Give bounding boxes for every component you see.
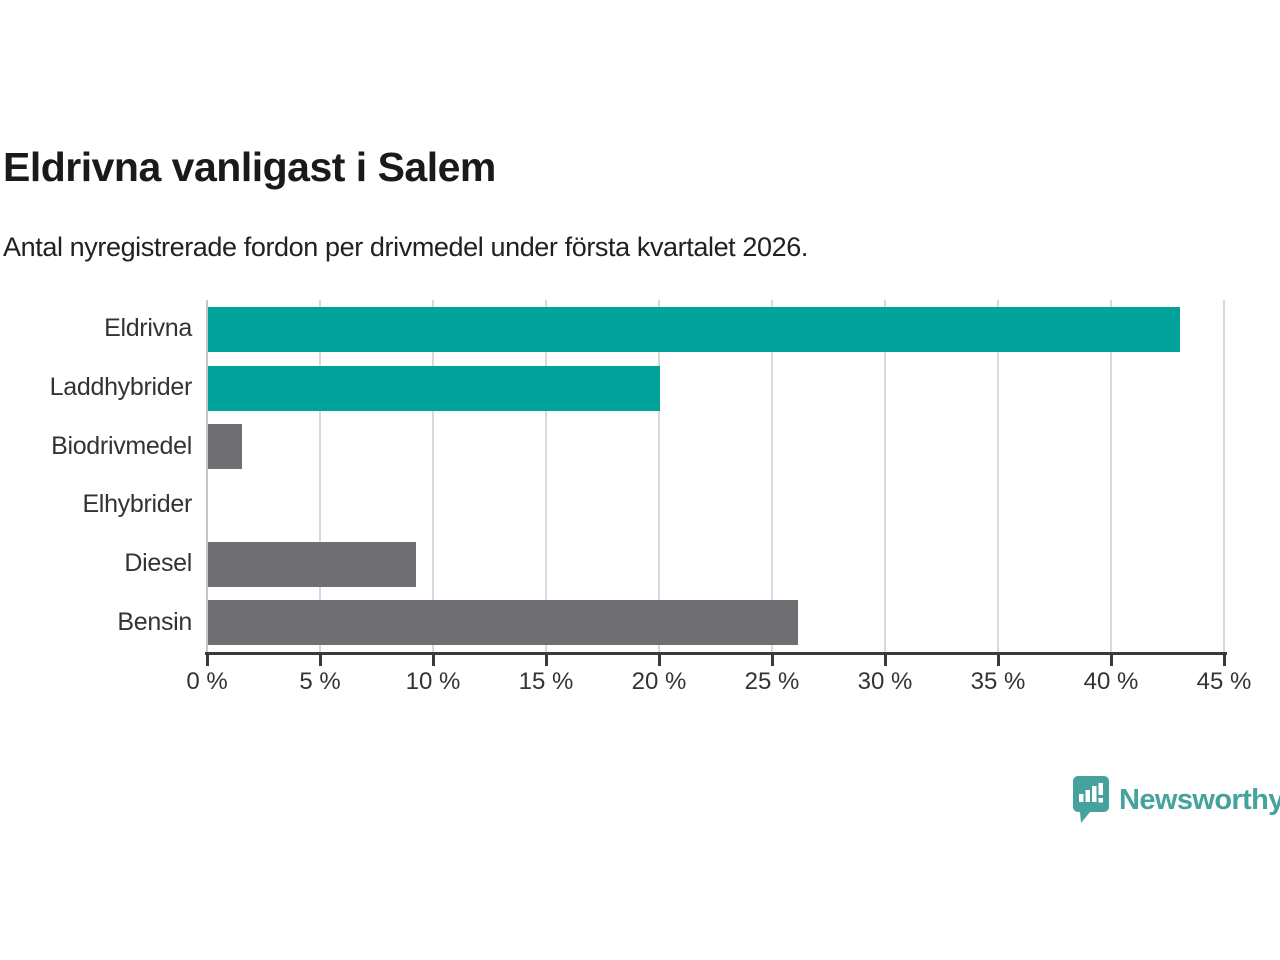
bar-diesel <box>208 541 416 587</box>
x-tick-mark-35 <box>997 652 1000 666</box>
gridline-35 <box>997 300 999 652</box>
x-tick-mark-0 <box>206 652 209 666</box>
bar-laddhybrider <box>208 365 660 411</box>
x-tick-mark-30 <box>884 652 887 666</box>
chart-title: Eldrivna vanligast i Salem <box>3 144 496 190</box>
x-tick-mark-5 <box>319 652 322 666</box>
gridline-40 <box>1110 300 1112 652</box>
x-tick-label-0: 0 % <box>186 668 228 695</box>
x-tick-label-45: 45 % <box>1196 668 1252 695</box>
x-tick-label-20: 20 % <box>631 668 687 695</box>
x-tick-label-30: 30 % <box>857 668 913 695</box>
y-label-laddhybrider: Laddhybrider <box>49 373 193 401</box>
x-tick-mark-40 <box>1110 652 1113 666</box>
plot-area <box>206 300 1225 652</box>
x-tick-mark-20 <box>658 652 661 666</box>
y-label-biodrivmedel: Biodrivmedel <box>51 431 192 460</box>
bar-eldrivna <box>208 306 1180 352</box>
chart-subtitle: Antal nyregistrerade fordon per drivmede… <box>3 232 808 262</box>
x-tick-mark-45 <box>1223 652 1226 666</box>
gridline-20 <box>658 300 660 652</box>
y-axis-labels: Eldrivna Laddhybrider Biodrivmedel Elhybrid… <box>0 300 193 652</box>
x-axis-line <box>205 652 1227 655</box>
x-tick-mark-15 <box>545 652 548 666</box>
brand-footer: Newsworthy <box>1072 775 1280 825</box>
gridline-25 <box>771 300 773 652</box>
x-tick-label-35: 35 % <box>970 668 1026 695</box>
x-tick-label-10: 10 % <box>405 668 461 695</box>
gridline-30 <box>884 300 886 652</box>
y-label-eldrivna: Eldrivna <box>104 314 192 343</box>
y-label-diesel: Diesel <box>124 549 192 577</box>
gridline-10 <box>432 300 434 652</box>
x-tick-mark-10 <box>432 652 435 666</box>
gridline-15 <box>545 300 547 652</box>
brand-name: Newsworthy <box>1119 783 1280 816</box>
gridline-0 <box>206 300 208 652</box>
x-tick-label-25: 25 % <box>744 668 800 695</box>
gridline-5 <box>319 300 321 652</box>
x-tick-mark-25 <box>771 652 774 666</box>
newsworthy-logo-icon <box>1072 775 1110 825</box>
gridline-45 <box>1223 300 1225 652</box>
x-tick-label-5: 5 % <box>299 668 341 695</box>
x-tick-label-40: 40 % <box>1083 668 1139 695</box>
x-tick-label-15: 15 % <box>518 668 574 695</box>
bar-biodrivmedel <box>208 424 242 470</box>
y-label-bensin: Bensin <box>117 607 192 636</box>
bar-bensin <box>208 600 798 646</box>
y-label-elhybrider: Elhybrider <box>82 490 192 519</box>
